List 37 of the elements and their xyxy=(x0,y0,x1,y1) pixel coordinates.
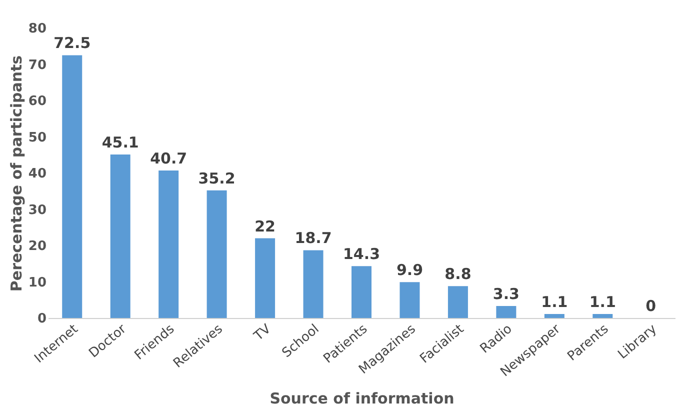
data-label: 14.3 xyxy=(342,245,380,264)
data-label: 8.8 xyxy=(444,265,472,284)
y-tick-label: 60 xyxy=(28,94,46,109)
bar xyxy=(158,170,179,318)
data-label: 3.3 xyxy=(492,285,520,304)
bar xyxy=(544,314,564,318)
data-label: 0 xyxy=(646,297,656,315)
data-label: 18.7 xyxy=(294,229,332,248)
x-axis-title: Source of information xyxy=(270,389,454,408)
y-tick-label: 70 xyxy=(28,58,46,73)
x-tick-label: TV xyxy=(250,322,274,345)
data-label: 9.9 xyxy=(396,261,424,280)
data-label: 45.1 xyxy=(102,134,139,152)
bar xyxy=(400,282,420,318)
bar xyxy=(303,250,324,318)
y-tick-label: 50 xyxy=(28,130,46,146)
bar xyxy=(352,266,372,318)
data-label: 40.7 xyxy=(150,149,188,168)
bar xyxy=(255,238,276,318)
bar xyxy=(206,190,227,318)
y-tick-label: 30 xyxy=(28,202,46,218)
bar xyxy=(592,314,613,318)
y-tick-label: 0 xyxy=(37,312,46,326)
data-label: 35.2 xyxy=(198,169,236,188)
y-tick-label: 80 xyxy=(28,22,46,36)
data-label: 72.5 xyxy=(54,34,91,52)
bar xyxy=(62,55,82,318)
data-label: 22 xyxy=(254,217,276,236)
data-label: 1.1 xyxy=(589,293,616,312)
bar xyxy=(496,306,516,318)
y-tick-label: 40 xyxy=(28,166,46,182)
y-tick-label: 20 xyxy=(28,239,46,254)
data-label: 1.1 xyxy=(541,293,568,312)
bar xyxy=(448,286,468,318)
y-tick-label: 10 xyxy=(28,275,46,290)
y-axis-title: Perecentage of participants xyxy=(7,55,26,292)
bar xyxy=(110,154,130,318)
